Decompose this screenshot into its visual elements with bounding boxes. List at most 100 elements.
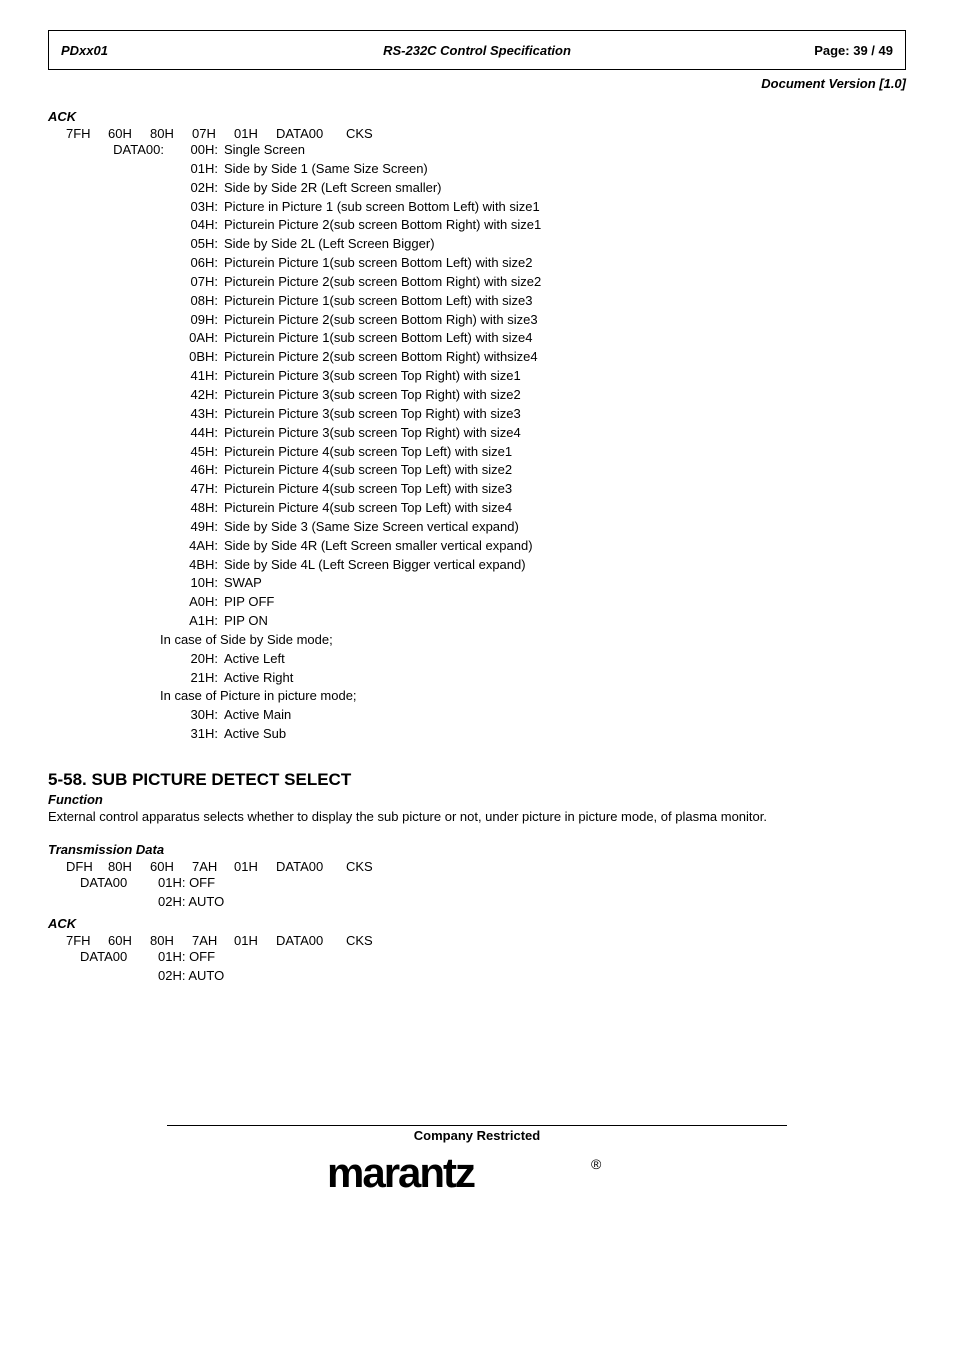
data-key — [90, 273, 170, 292]
byte: CKS — [346, 933, 388, 948]
data-key — [90, 348, 170, 367]
data-desc: Picturein Picture 1(sub screen Bottom Le… — [224, 254, 906, 273]
byte: DATA00 — [276, 126, 346, 141]
data-key — [90, 160, 170, 179]
data-code: 20H: — [170, 650, 224, 669]
data-key — [90, 254, 170, 273]
ack-label: ACK — [48, 109, 906, 124]
data-code: 02H: — [170, 179, 224, 198]
data-code: 45H: — [170, 443, 224, 462]
data-row: 03H:Picture in Picture 1 (sub screen Bot… — [90, 198, 906, 217]
data-row: 21H:Active Right — [90, 669, 906, 688]
data-desc: Active Sub — [224, 725, 906, 744]
data-row: 08H:Picturein Picture 1(sub screen Botto… — [90, 292, 906, 311]
data-row: 20H:Active Left — [90, 650, 906, 669]
data-desc: Side by Side 2R (Left Screen smaller) — [224, 179, 906, 198]
data-key — [90, 198, 170, 217]
data-key — [90, 556, 170, 575]
case-pip: In case of Picture in picture mode; — [160, 687, 906, 706]
data-row: 02H:Side by Side 2R (Left Screen smaller… — [90, 179, 906, 198]
data-desc: Side by Side 4L (Left Screen Bigger vert… — [224, 556, 906, 575]
header-product: PDxx01 — [49, 43, 108, 58]
byte: 7FH — [66, 933, 108, 948]
data-row: A1H:PIP ON — [90, 612, 906, 631]
data-desc: Active Left — [224, 650, 906, 669]
data-row: A0H:PIP OFF — [90, 593, 906, 612]
data-key — [80, 967, 158, 986]
data-key — [90, 235, 170, 254]
data-desc: Active Main — [224, 706, 906, 725]
ack2-byte-row: 7FH 60H 80H 7AH 01H DATA00 CKS — [66, 933, 906, 948]
data-code: 0AH: — [170, 329, 224, 348]
header-title: RS-232C Control Specification — [49, 43, 905, 58]
data-row: 31H:Active Sub — [90, 725, 906, 744]
data-desc: Picturein Picture 3(sub screen Top Right… — [224, 424, 906, 443]
data-desc: Side by Side 1 (Same Size Screen) — [224, 160, 906, 179]
data-row: DATA00:00H:Single Screen — [90, 141, 906, 160]
data-key — [90, 593, 170, 612]
data-code: 44H: — [170, 424, 224, 443]
data-desc: Picturein Picture 4(sub screen Top Left)… — [224, 461, 906, 480]
data-row: 06H:Picturein Picture 1(sub screen Botto… — [90, 254, 906, 273]
data-row: 44H:Picturein Picture 3(sub screen Top R… — [90, 424, 906, 443]
byte: 60H — [108, 126, 150, 141]
data-code: 0BH: — [170, 348, 224, 367]
data-row: 4BH:Side by Side 4L (Left Screen Bigger … — [90, 556, 906, 575]
data-code: 46H: — [170, 461, 224, 480]
data-row: 43H:Picturein Picture 3(sub screen Top R… — [90, 405, 906, 424]
byte: 7AH — [192, 933, 234, 948]
data-row: 07H:Picturein Picture 2(sub screen Botto… — [90, 273, 906, 292]
data-row: DATA0001H: OFF — [80, 874, 906, 893]
byte: 7FH — [66, 126, 108, 141]
data-desc: Single Screen — [224, 141, 906, 160]
data-code: 30H: — [170, 706, 224, 725]
data-code: 00H: — [170, 141, 224, 160]
byte: DFH — [66, 859, 108, 874]
data-code: 04H: — [170, 216, 224, 235]
function-text: External control apparatus selects wheth… — [48, 809, 906, 824]
data-desc: Active Right — [224, 669, 906, 688]
data-row: 4AH:Side by Side 4R (Left Screen smaller… — [90, 537, 906, 556]
data-row: 05H:Side by Side 2L (Left Screen Bigger) — [90, 235, 906, 254]
data-row: 04H:Picturein Picture 2(sub screen Botto… — [90, 216, 906, 235]
data-desc: Picturein Picture 2(sub screen Bottom Ri… — [224, 311, 906, 330]
data-code: 47H: — [170, 480, 224, 499]
data-key — [90, 443, 170, 462]
header-box: PDxx01 RS-232C Control Specification Pag… — [48, 30, 906, 70]
byte: 80H — [150, 933, 192, 948]
data-row: 01H:Side by Side 1 (Same Size Screen) — [90, 160, 906, 179]
data-desc: Side by Side 4R (Left Screen smaller ver… — [224, 537, 906, 556]
data-row: 41H:Picturein Picture 3(sub screen Top R… — [90, 367, 906, 386]
byte: 07H — [192, 126, 234, 141]
data-row: 02H: AUTO — [80, 967, 906, 986]
byte: 7AH — [192, 859, 234, 874]
byte: 01H — [234, 933, 276, 948]
data-code: 07H: — [170, 273, 224, 292]
data-key — [90, 386, 170, 405]
svg-text:®: ® — [591, 1156, 602, 1172]
data-code: 4BH: — [170, 556, 224, 575]
data-desc: Picturein Picture 3(sub screen Top Right… — [224, 386, 906, 405]
header-page: Page: 39 / 49 — [814, 43, 905, 58]
data-key — [90, 537, 170, 556]
data-key — [90, 499, 170, 518]
data-code: A0H: — [170, 593, 224, 612]
data-key: DATA00: — [90, 141, 170, 160]
case-side-by-side: In case of Side by Side mode; — [160, 631, 906, 650]
data-code: 10H: — [170, 574, 224, 593]
data-desc: Picturein Picture 4(sub screen Top Left)… — [224, 480, 906, 499]
footer: Company Restricted marantz ® — [48, 1125, 906, 1197]
ack2-data-block: DATA0001H: OFF02H: AUTO — [80, 948, 906, 986]
byte: DATA00 — [276, 933, 346, 948]
byte: 80H — [108, 859, 150, 874]
data-code: 4AH: — [170, 537, 224, 556]
data-row: 30H:Active Main — [90, 706, 906, 725]
data-key — [90, 329, 170, 348]
byte: 60H — [108, 933, 150, 948]
byte: 01H — [234, 126, 276, 141]
data-row: 0BH:Picturein Picture 2(sub screen Botto… — [90, 348, 906, 367]
data-key — [90, 292, 170, 311]
data-desc: Picturein Picture 3(sub screen Top Right… — [224, 367, 906, 386]
data-key: DATA00 — [80, 874, 158, 893]
data-desc: SWAP — [224, 574, 906, 593]
